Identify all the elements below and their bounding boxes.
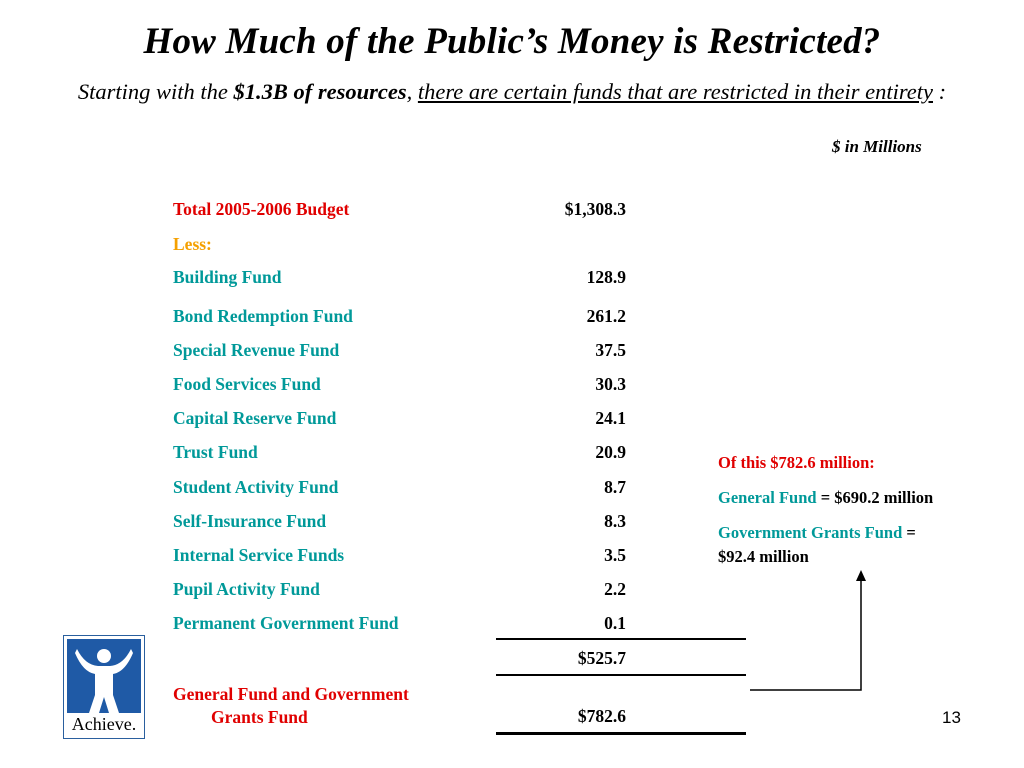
fund-label: Student Activity Fund xyxy=(173,477,339,497)
total-double-rule xyxy=(496,732,746,735)
fund-value: 3.5 xyxy=(604,545,626,565)
fund-value: 20.9 xyxy=(595,442,626,462)
table-row: Internal Service Funds 3.5 xyxy=(0,545,1024,569)
slide-title: How Much of the Public’s Money is Restri… xyxy=(143,21,881,62)
remaining-label-line2: Grants Fund xyxy=(211,707,308,727)
fund-value: 37.5 xyxy=(595,340,626,360)
logo-figure-icon xyxy=(67,639,141,713)
general-fund-label: General Fund xyxy=(718,488,817,507)
fund-value: 8.7 xyxy=(604,477,626,497)
fund-label: Internal Service Funds xyxy=(173,545,345,565)
slide-subtitle: Starting with the $1.3B of resources, th… xyxy=(30,76,994,107)
grants-fund-label: Government Grants Fund xyxy=(718,523,903,542)
total-budget-row: Total 2005-2006 Budget $1,308.3 xyxy=(0,199,1024,223)
fund-label: Permanent Government Fund xyxy=(173,613,399,633)
table-row: Bond Redemption Fund 261.2 xyxy=(0,306,1024,330)
fund-label: Bond Redemption Fund xyxy=(173,306,353,326)
note-grants-fund: Government Grants Fund = xyxy=(718,523,916,543)
subtotal-value: $525.7 xyxy=(577,648,626,668)
connector-arrow-icon xyxy=(750,570,866,691)
table-row: Pupil Activity Fund 2.2 xyxy=(0,579,1024,603)
fund-value: 2.2 xyxy=(604,579,626,599)
fund-label: Trust Fund xyxy=(173,442,258,462)
fund-value: 8.3 xyxy=(604,511,626,531)
general-fund-value: = $690.2 million xyxy=(816,488,934,507)
fund-label: Special Revenue Fund xyxy=(173,340,340,360)
table-row: Food Services Fund 30.3 xyxy=(0,374,1024,398)
table-row: Student Activity Fund 8.7 xyxy=(0,477,1024,501)
remaining-value: $782.6 xyxy=(577,706,626,726)
remaining-label-line1: General Fund and Government xyxy=(173,684,409,704)
less-row: Less: xyxy=(0,234,1024,258)
fund-label: Pupil Activity Fund xyxy=(173,579,320,599)
table-row: Trust Fund 20.9 xyxy=(0,442,1024,466)
subtitle-comma: , xyxy=(406,79,413,104)
note-general-fund: General Fund = $690.2 million xyxy=(718,488,933,508)
subtotal-rule-bottom xyxy=(496,674,746,676)
note-grants-value: $92.4 million xyxy=(718,547,809,566)
subtotal-rule-top xyxy=(496,638,746,640)
table-row: Permanent Government Fund 0.1 xyxy=(0,613,1024,637)
achieve-logo: Achieve. xyxy=(63,635,145,739)
fund-label: Building Fund xyxy=(173,267,282,287)
table-row: Building Fund 128.9 xyxy=(0,267,1024,291)
fund-value: 261.2 xyxy=(586,306,626,326)
grants-fund-eq: = xyxy=(902,523,916,542)
note-heading: Of this $782.6 million: xyxy=(718,453,875,472)
total-budget-label: Total 2005-2006 Budget xyxy=(173,199,350,219)
fund-label: Self-Insurance Fund xyxy=(173,511,327,531)
table-row: Capital Reserve Fund 24.1 xyxy=(0,408,1024,432)
fund-value: 24.1 xyxy=(595,408,626,428)
remaining-row: $782.6 xyxy=(0,706,1024,730)
page-number: 13 xyxy=(942,708,961,727)
fund-value: 0.1 xyxy=(604,613,626,633)
remaining-funds-label: General Fund and Government Grants Fund xyxy=(173,683,409,729)
units-label: $ in Millions xyxy=(832,137,922,156)
subtotal-row: $525.7 xyxy=(0,648,1024,672)
fund-value: 128.9 xyxy=(586,267,626,287)
less-label: Less: xyxy=(173,234,212,254)
fund-label: Capital Reserve Fund xyxy=(173,408,337,428)
table-row: Self-Insurance Fund 8.3 xyxy=(0,511,1024,535)
fund-value: 30.3 xyxy=(595,374,626,394)
table-row: Special Revenue Fund 37.5 xyxy=(0,340,1024,364)
logo-text: Achieve. xyxy=(71,714,137,734)
fund-label: Food Services Fund xyxy=(173,374,321,394)
subtitle-tail: : xyxy=(933,79,947,104)
subtitle-intro: Starting with the xyxy=(77,79,234,104)
total-budget-value: $1,308.3 xyxy=(564,199,626,219)
subtitle-restricted-note: there are certain funds that are restric… xyxy=(417,79,933,104)
subtitle-resources: $1.3B of resources xyxy=(233,79,407,104)
